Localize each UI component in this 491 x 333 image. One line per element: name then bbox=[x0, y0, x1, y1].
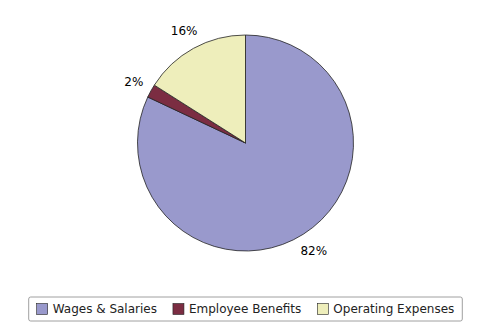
slice bbox=[154, 35, 245, 143]
data-label: 2% bbox=[124, 75, 143, 89]
legend-frame bbox=[29, 297, 463, 321]
legend-label: Employee Benefits bbox=[189, 302, 301, 316]
slices bbox=[137, 35, 353, 251]
legend-label: Wages & Salaries bbox=[53, 302, 157, 316]
legend: Wages & Salaries Employee Benefits Operati… bbox=[29, 297, 463, 321]
legend-swatch bbox=[173, 304, 184, 315]
slice bbox=[137, 35, 353, 251]
legend-swatch bbox=[37, 304, 48, 315]
legend-item: Operating Expenses bbox=[317, 302, 454, 316]
legend-item: Employee Benefits bbox=[173, 302, 301, 316]
legend-label: Operating Expenses bbox=[333, 302, 454, 316]
chart: 82% 2% 16% Wages & Salaries Employee Benefit… bbox=[0, 0, 491, 333]
data-label: 82% bbox=[300, 244, 327, 258]
legend-item: Wages & Salaries bbox=[37, 302, 157, 316]
data-label: 16% bbox=[171, 24, 198, 38]
legend-swatch bbox=[317, 304, 328, 315]
data-labels: 82% 2% 16% bbox=[124, 24, 327, 257]
